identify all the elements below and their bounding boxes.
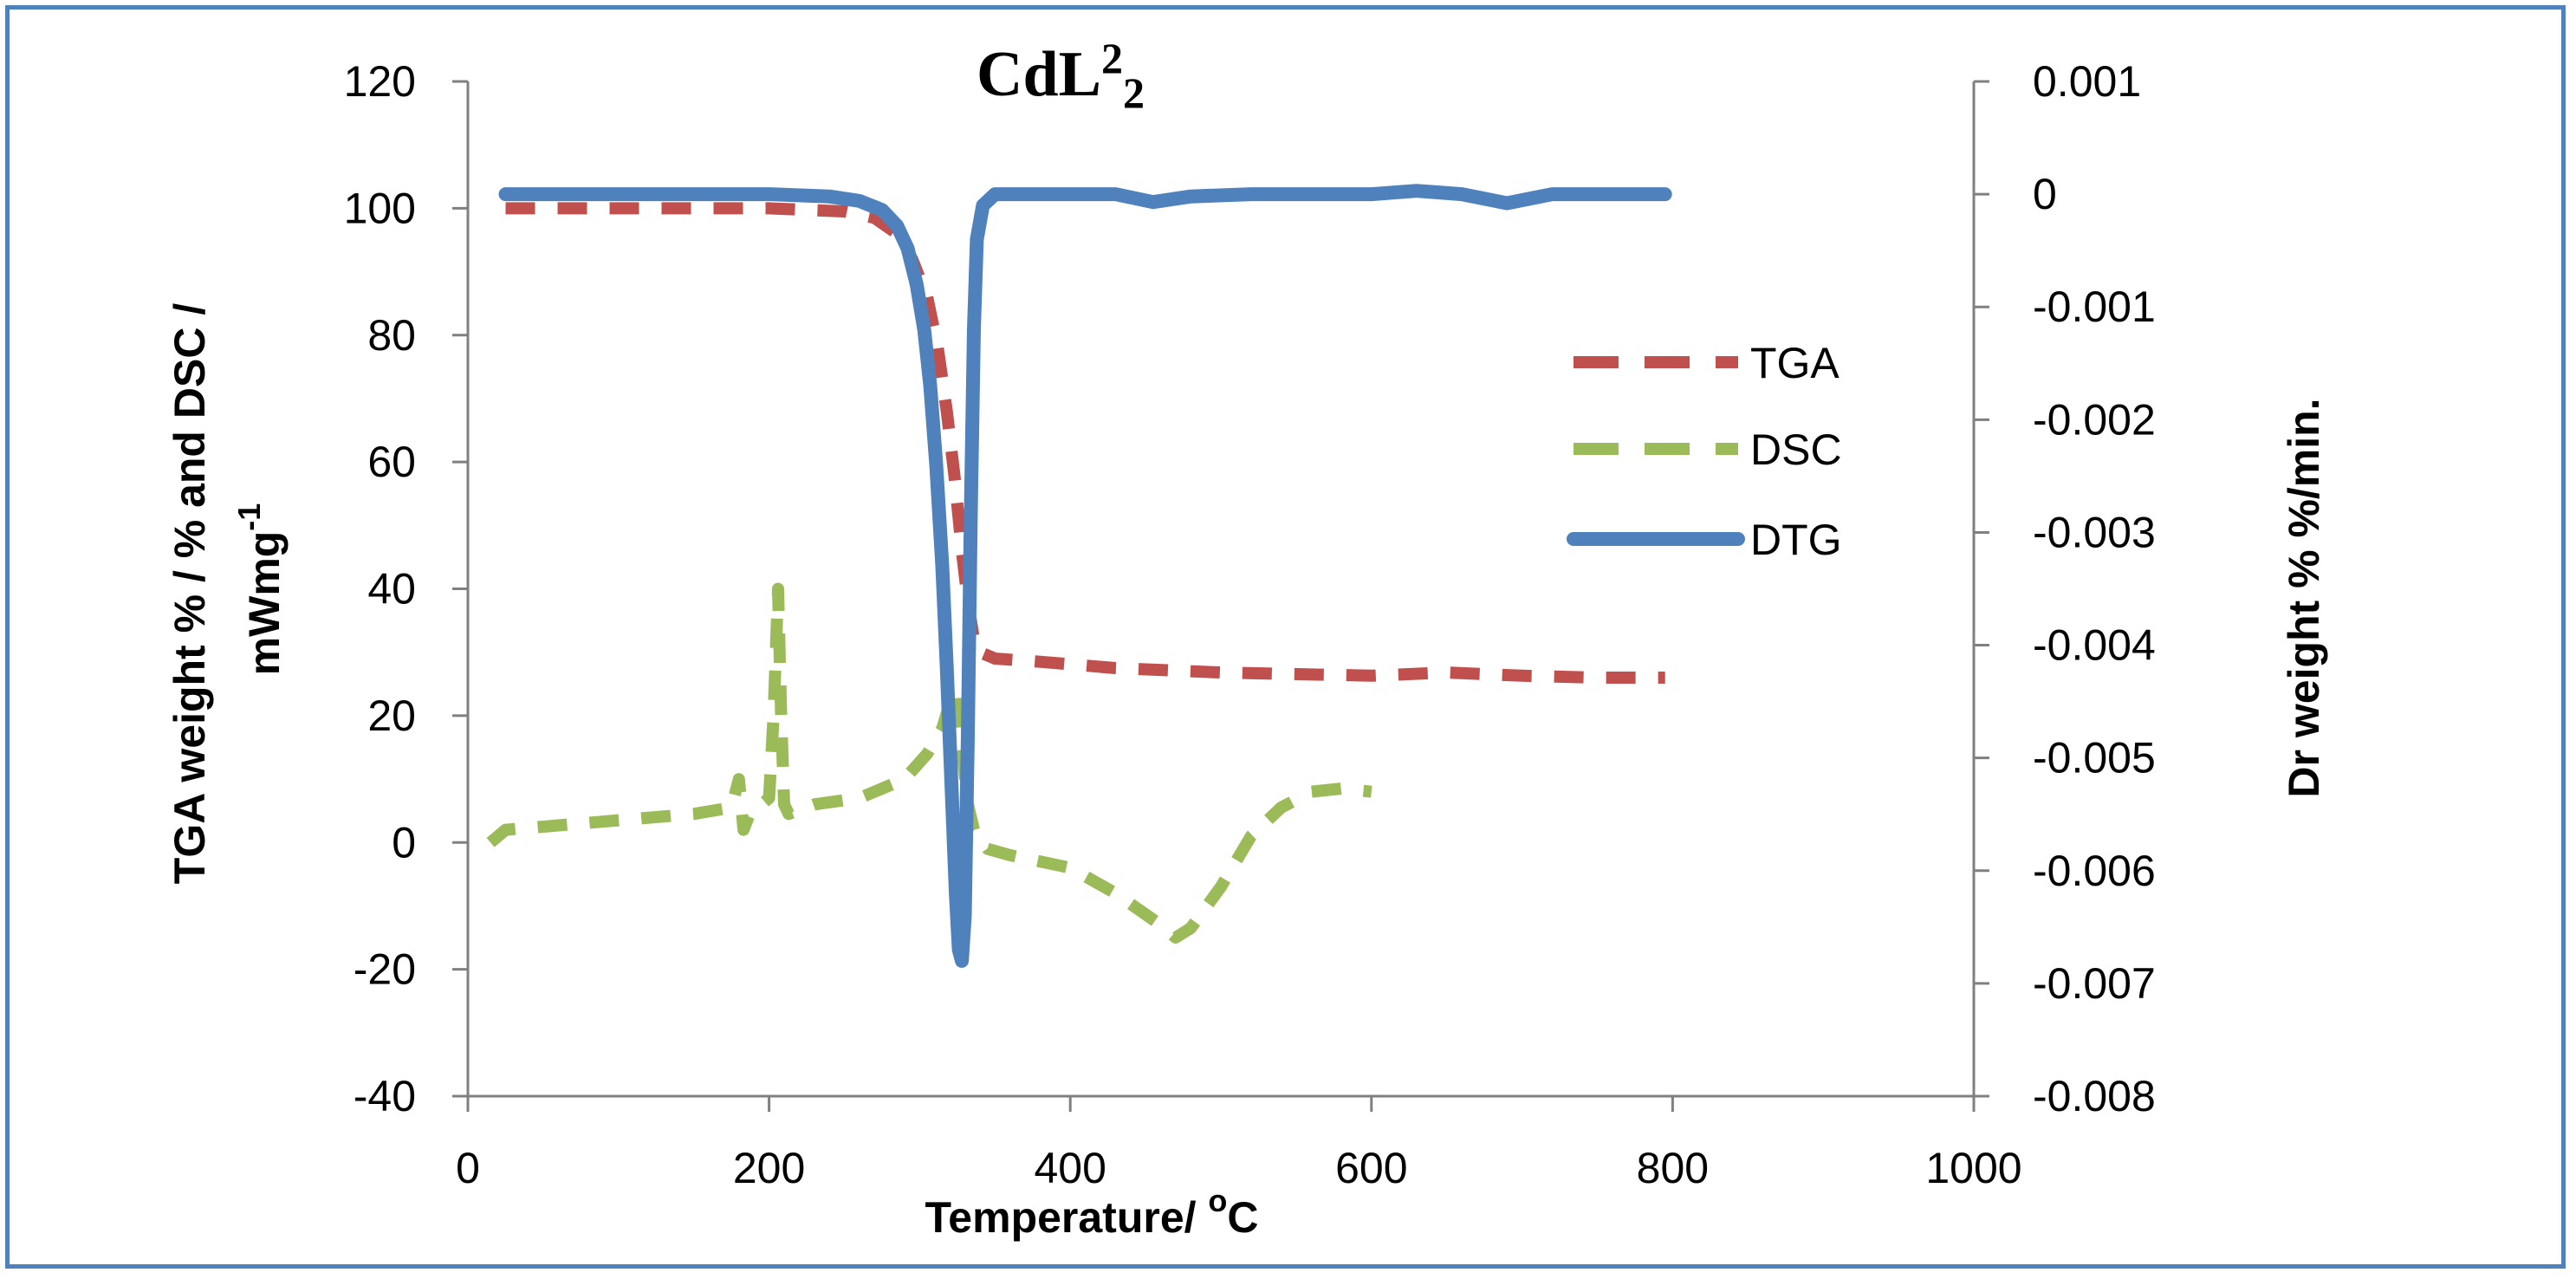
- left-tick-label: 20: [367, 691, 416, 740]
- bottom-tick-label: 1000: [1925, 1144, 2021, 1192]
- y-axis-title-line1: TGA weight % / % and DSC /: [165, 303, 214, 885]
- bottom-axis: 0 200 400 600 800 1000: [456, 1094, 2022, 1192]
- legend: TGA DSC DTG: [1567, 339, 1842, 564]
- left-tick-label: 40: [367, 565, 416, 614]
- bottom-tick-label: 200: [733, 1144, 805, 1192]
- left-tick-label: 120: [344, 57, 416, 106]
- series-layer: [486, 184, 1672, 968]
- left-tick-label: 80: [367, 311, 416, 360]
- x-axis-title: Temperature/ oC: [925, 1183, 1258, 1242]
- series-dtg-line: [498, 184, 1672, 968]
- bottom-tick-label: 0: [456, 1144, 480, 1192]
- right-tick-label: -0.007: [2033, 959, 2156, 1008]
- left-tick-label: 60: [367, 438, 416, 486]
- left-tick-label: -20: [354, 945, 416, 994]
- right-tick-label: -0.001: [2033, 282, 2156, 331]
- right-tick-label: -0.003: [2033, 508, 2156, 556]
- right-tick-label: -0.005: [2033, 734, 2156, 782]
- left-tick-label: 100: [344, 184, 416, 232]
- right-tick-label: -0.002: [2033, 395, 2156, 444]
- right-tick-label: 0: [2033, 170, 2057, 218]
- right-tick-label: 0.001: [2033, 57, 2141, 106]
- right-tick-label: -0.006: [2033, 847, 2156, 895]
- legend-label-dsc: DSC: [1750, 425, 1842, 474]
- bottom-tick-label: 400: [1034, 1144, 1106, 1192]
- chart-frame: [5, 5, 2566, 1269]
- right-tick-label: -0.008: [2033, 1072, 2156, 1120]
- y-axis-title-line2: mWmg-1: [231, 503, 289, 676]
- series-dsc-line: [486, 582, 1372, 944]
- right-axis: -0.008 -0.007 -0.006 -0.005 -0.004 -0.003 -0.0…: [1972, 57, 2156, 1120]
- left-tick-label: -40: [354, 1072, 416, 1120]
- chart-title: CdL22: [977, 34, 1145, 117]
- y2-axis-title: Dr weight % %/min.: [2280, 398, 2328, 797]
- bottom-tick-label: 800: [1637, 1144, 1709, 1192]
- bottom-tick-label: 600: [1335, 1144, 1407, 1192]
- legend-label-tga: TGA: [1750, 339, 1840, 387]
- left-axis: -40 -20 0 20 40 60 80 100 120: [344, 57, 470, 1120]
- series-tga-line: [505, 202, 1665, 684]
- legend-label-dtg: DTG: [1750, 516, 1842, 564]
- left-tick-label: 0: [392, 818, 416, 867]
- right-tick-label: -0.004: [2033, 621, 2156, 670]
